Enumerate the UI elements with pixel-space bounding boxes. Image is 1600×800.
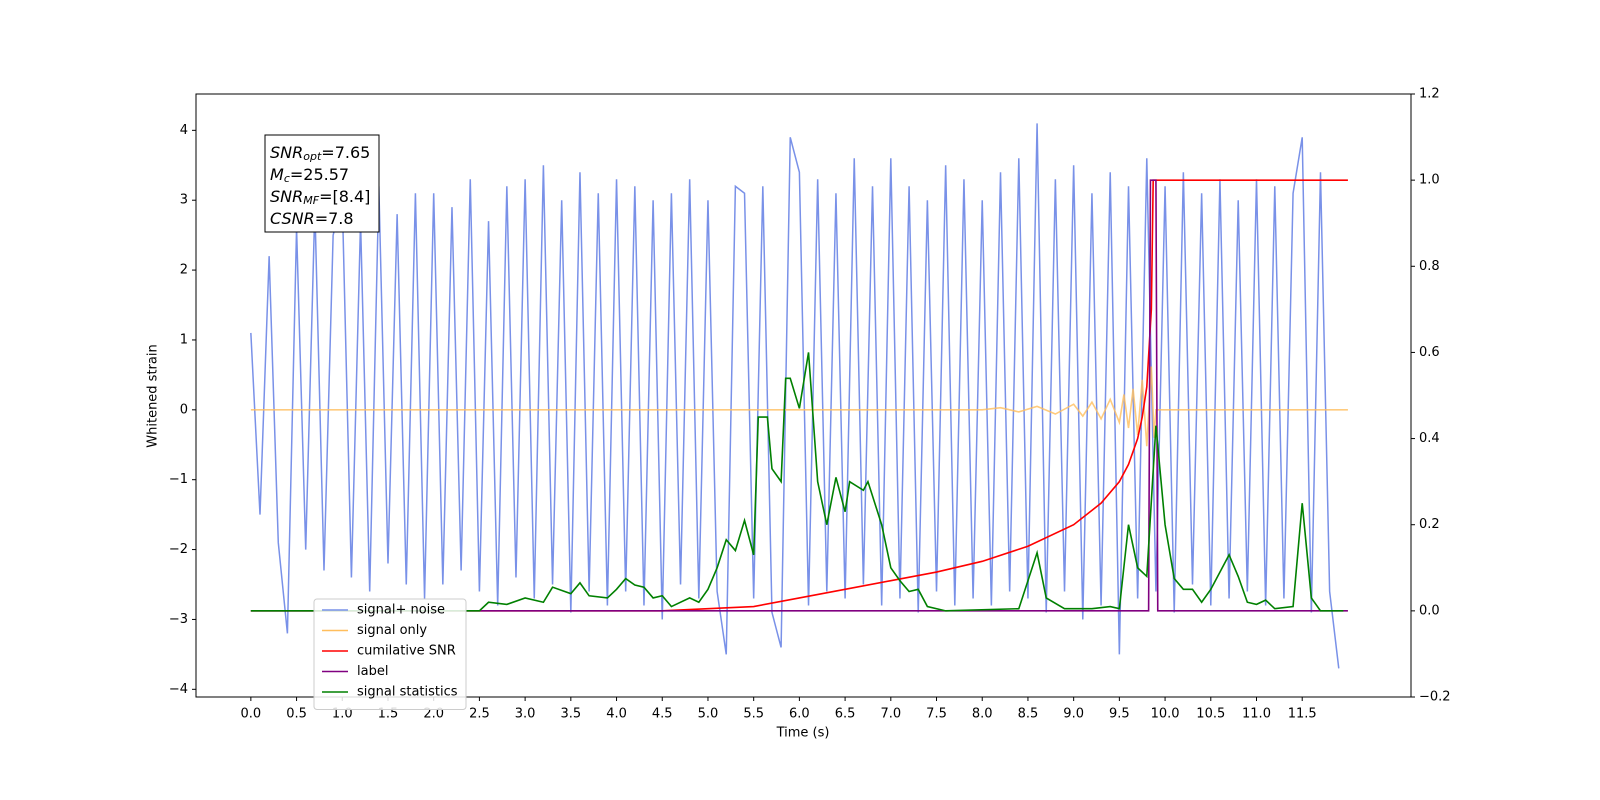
annotation-subscript: opt bbox=[303, 150, 322, 163]
x-tick-label: 2.0 bbox=[423, 707, 444, 722]
series-line bbox=[250, 352, 1344, 612]
annotation: CSNR=7.8 bbox=[270, 209, 354, 228]
x-tick-label: 0.0 bbox=[241, 707, 262, 722]
y-tick-label: 2 bbox=[180, 263, 188, 278]
legend-label: label bbox=[357, 664, 388, 679]
x-tick-label: 3.5 bbox=[560, 707, 581, 722]
y-tick-label: −2 bbox=[169, 542, 188, 557]
y-tick-label: 4 bbox=[180, 123, 188, 138]
series-line bbox=[250, 179, 1348, 612]
x-tick-label: 6.0 bbox=[789, 707, 810, 722]
plot-area bbox=[250, 123, 1348, 669]
annotation-subscript: MF bbox=[303, 194, 319, 207]
y2-tick-label: 0.0 bbox=[1419, 603, 1440, 618]
y-tick-label: −4 bbox=[169, 682, 188, 697]
legend-label: signal statistics bbox=[357, 685, 458, 700]
annotation: Mc=25.57 bbox=[270, 165, 349, 186]
annotation-subscript: c bbox=[284, 172, 290, 185]
annotation-symbol: CSNR bbox=[270, 209, 315, 228]
y2-tick-label: 0.2 bbox=[1419, 517, 1440, 532]
annotation-symbol: SNR bbox=[270, 187, 303, 206]
x-tick-label: 1.5 bbox=[378, 707, 399, 722]
x-tick-label: 8.0 bbox=[972, 707, 993, 722]
annotation-value: =7.65 bbox=[321, 143, 370, 162]
x-tick-label: 9.0 bbox=[1063, 707, 1084, 722]
axes-frame bbox=[195, 93, 1412, 698]
x-tick-label: 8.5 bbox=[1018, 707, 1039, 722]
y-tick-label: 0 bbox=[180, 402, 188, 417]
annotation-value: =25.57 bbox=[290, 165, 349, 184]
y-tick-label: −1 bbox=[169, 472, 188, 487]
y2-tick-label: 1.2 bbox=[1419, 87, 1440, 102]
x-tick-label: 5.0 bbox=[698, 707, 719, 722]
annotation-symbol: M bbox=[270, 165, 284, 184]
x-tick-label: 4.0 bbox=[606, 707, 627, 722]
x-tick-label: 0.5 bbox=[286, 707, 307, 722]
y2-tick-label: 0.8 bbox=[1419, 259, 1440, 274]
legend-box bbox=[313, 598, 467, 710]
series-line bbox=[250, 179, 1348, 612]
y-axis-label: Whitened strain bbox=[146, 344, 161, 447]
annotation-symbol: SNR bbox=[270, 143, 303, 162]
x-tick-label: 11.5 bbox=[1288, 707, 1317, 722]
annotation-value: =[8.4] bbox=[319, 187, 370, 206]
x-tick-label: 9.5 bbox=[1109, 707, 1130, 722]
x-tick-label: 10.0 bbox=[1151, 707, 1180, 722]
y2-tick-label: −0.2 bbox=[1419, 690, 1451, 705]
x-tick-label: 2.5 bbox=[469, 707, 490, 722]
x-tick-label: 11.0 bbox=[1242, 707, 1271, 722]
annotation-box bbox=[264, 134, 380, 233]
y2-tick-label: 0.6 bbox=[1419, 345, 1440, 360]
y2-tick-label: 1.0 bbox=[1419, 173, 1440, 188]
legend-label: signal only bbox=[357, 623, 427, 638]
annotation-value: =7.8 bbox=[315, 209, 354, 228]
x-tick-label: 6.5 bbox=[835, 707, 856, 722]
y-tick-label: 3 bbox=[180, 193, 188, 208]
x-tick-label: 10.5 bbox=[1196, 707, 1225, 722]
x-tick-label: 7.0 bbox=[880, 707, 901, 722]
annotation: SNRMF=[8.4] bbox=[270, 187, 370, 208]
legend-label: signal+ noise bbox=[357, 603, 445, 618]
y-tick-label: −3 bbox=[169, 612, 188, 627]
x-tick-label: 3.0 bbox=[515, 707, 536, 722]
x-tick-label: 5.5 bbox=[743, 707, 764, 722]
legend-label: cumilative SNR bbox=[357, 644, 456, 659]
x-axis-label: Time (s) bbox=[776, 726, 830, 741]
y2-tick-label: 0.4 bbox=[1419, 431, 1440, 446]
x-tick-label: 1.0 bbox=[332, 707, 353, 722]
y-tick-label: 1 bbox=[180, 332, 188, 347]
annotation: SNRopt=7.65 bbox=[270, 143, 370, 164]
x-tick-label: 7.5 bbox=[926, 707, 947, 722]
x-tick-label: 4.5 bbox=[652, 707, 673, 722]
